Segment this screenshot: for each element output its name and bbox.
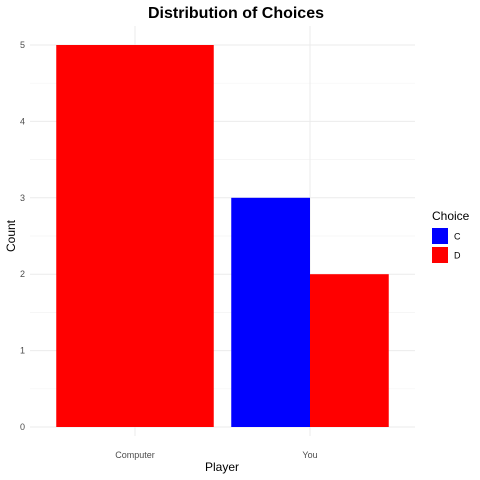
y-tick-label: 0 (20, 422, 25, 432)
x-axis-ticks: Computer You (115, 450, 317, 460)
y-axis-title: Count (4, 219, 18, 252)
legend-title: Choice (432, 209, 470, 223)
x-tick-label: You (302, 450, 317, 460)
bar-computer-d (56, 45, 214, 427)
legend-key-c (432, 228, 448, 244)
x-axis-title: Player (205, 460, 239, 474)
chart-title: Distribution of Choices (148, 5, 324, 22)
y-tick-label: 2 (20, 269, 25, 279)
legend: Choice CD (432, 209, 470, 263)
bars (56, 45, 389, 427)
y-tick-label: 4 (20, 116, 25, 126)
legend-label-c: C (454, 232, 461, 242)
y-tick-label: 5 (20, 40, 25, 50)
bar-you-c (231, 197, 310, 427)
legend-key-d (432, 247, 448, 263)
legend-label-d: D (454, 251, 461, 261)
x-tick-label: Computer (115, 450, 155, 460)
y-tick-label: 3 (20, 193, 25, 203)
bar-you-d (310, 274, 389, 427)
y-tick-label: 1 (20, 346, 25, 356)
y-axis-ticks: 0 1 2 3 4 5 (20, 40, 25, 432)
